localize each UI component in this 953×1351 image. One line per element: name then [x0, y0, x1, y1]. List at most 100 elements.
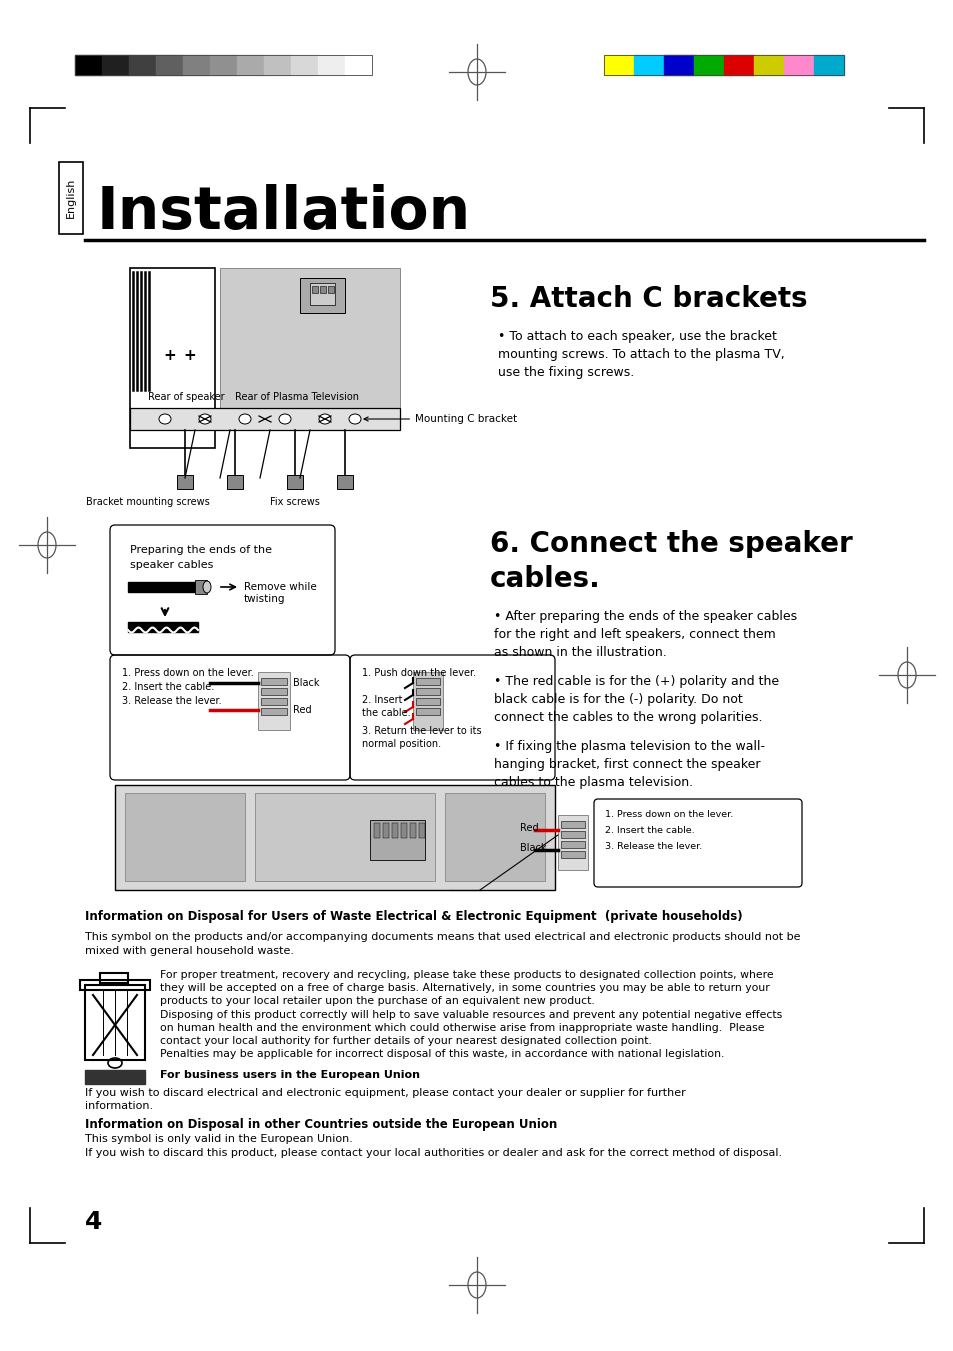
- Text: Remove while: Remove while: [244, 582, 316, 592]
- Bar: [410, 823, 416, 838]
- Bar: [210, 55, 236, 76]
- Text: 1. Push down the lever.: 1. Push down the lever.: [361, 667, 476, 678]
- Bar: [418, 823, 424, 838]
- Text: • To attach to each speaker, use the bracket
mounting screws. To attach to the p: • To attach to each speaker, use the bra…: [497, 330, 784, 380]
- Text: Rear of speaker: Rear of speaker: [148, 392, 224, 403]
- Text: 2. Insert: 2. Insert: [361, 694, 402, 705]
- Bar: [115, 785, 555, 890]
- Bar: [370, 820, 424, 861]
- Bar: [310, 282, 335, 305]
- Text: 3. Release the lever.: 3. Release the lever.: [122, 696, 221, 707]
- Text: Red: Red: [293, 705, 312, 715]
- Bar: [257, 671, 290, 730]
- Text: speaker cables: speaker cables: [130, 561, 213, 570]
- Text: Bracket mounting screws: Bracket mounting screws: [86, 497, 210, 507]
- Bar: [560, 842, 584, 848]
- Bar: [220, 267, 399, 428]
- Text: Black: Black: [519, 843, 546, 852]
- Bar: [345, 55, 372, 76]
- Bar: [558, 815, 587, 870]
- Ellipse shape: [239, 413, 251, 424]
- Ellipse shape: [159, 413, 171, 424]
- Ellipse shape: [318, 413, 331, 424]
- Bar: [125, 793, 245, 881]
- Text: Information on Disposal in other Countries outside the European Union: Information on Disposal in other Countri…: [85, 1119, 557, 1131]
- Text: • If fixing the plasma television to the wall-
hanging bracket, first connect th: • If fixing the plasma television to the…: [494, 740, 764, 789]
- Text: Preparing the ends of the: Preparing the ends of the: [130, 544, 272, 555]
- Bar: [85, 1070, 145, 1084]
- Bar: [413, 671, 442, 730]
- Text: Rear of Plasma Television: Rear of Plasma Television: [234, 392, 358, 403]
- Ellipse shape: [278, 413, 291, 424]
- Text: For business users in the European Union: For business users in the European Union: [160, 1070, 419, 1079]
- Bar: [328, 286, 334, 293]
- Bar: [312, 286, 317, 293]
- Bar: [416, 708, 439, 715]
- Text: normal position.: normal position.: [361, 739, 440, 748]
- Text: Black: Black: [293, 678, 319, 688]
- Bar: [416, 688, 439, 694]
- Bar: [693, 55, 723, 76]
- Bar: [603, 55, 843, 76]
- Bar: [317, 55, 345, 76]
- Bar: [261, 688, 287, 694]
- Text: 6. Connect the speaker
cables.: 6. Connect the speaker cables.: [490, 530, 852, 593]
- Text: Red: Red: [519, 823, 538, 834]
- Bar: [319, 286, 326, 293]
- Bar: [634, 55, 663, 76]
- Bar: [813, 55, 843, 76]
- Bar: [102, 55, 129, 76]
- Bar: [156, 55, 183, 76]
- Ellipse shape: [203, 581, 211, 593]
- Bar: [663, 55, 693, 76]
- Bar: [85, 985, 145, 1061]
- Text: 1. Press down on the lever.: 1. Press down on the lever.: [604, 811, 733, 819]
- Ellipse shape: [199, 413, 211, 424]
- Text: If you wish to discard electrical and electronic equipment, please contact your : If you wish to discard electrical and el…: [85, 1088, 685, 1112]
- Bar: [261, 678, 287, 685]
- Text: • After preparing the ends of the speaker cables
for the right and left speakers: • After preparing the ends of the speake…: [494, 611, 797, 659]
- Text: 2. Insert the cable.: 2. Insert the cable.: [122, 682, 214, 692]
- Text: If you wish to discard this product, please contact your local authorities or de: If you wish to discard this product, ple…: [85, 1148, 781, 1158]
- Text: 2. Insert the cable.: 2. Insert the cable.: [604, 825, 694, 835]
- Bar: [128, 621, 198, 632]
- Bar: [287, 476, 303, 489]
- Bar: [254, 793, 435, 881]
- Text: 5. Attach C brackets: 5. Attach C brackets: [490, 285, 807, 313]
- Bar: [264, 55, 291, 76]
- Text: Installation: Installation: [97, 185, 471, 242]
- Bar: [291, 55, 317, 76]
- Bar: [80, 979, 150, 990]
- Bar: [236, 55, 264, 76]
- Bar: [392, 823, 397, 838]
- Bar: [416, 698, 439, 705]
- Bar: [723, 55, 753, 76]
- Bar: [100, 973, 128, 984]
- Bar: [336, 476, 353, 489]
- Bar: [783, 55, 813, 76]
- Bar: [129, 55, 156, 76]
- Bar: [183, 55, 210, 76]
- Bar: [603, 55, 634, 76]
- Ellipse shape: [349, 413, 360, 424]
- Text: This symbol on the products and/or accompanying documents means that used electr: This symbol on the products and/or accom…: [85, 932, 800, 942]
- Bar: [130, 408, 399, 430]
- Text: +: +: [164, 347, 176, 362]
- Text: Fix screws: Fix screws: [270, 497, 319, 507]
- Bar: [374, 823, 379, 838]
- Text: 1. Press down on the lever.: 1. Press down on the lever.: [122, 667, 253, 678]
- Bar: [194, 580, 207, 594]
- Bar: [177, 476, 193, 489]
- Text: 3. Return the lever to its: 3. Return the lever to its: [361, 725, 481, 736]
- Text: Mounting C bracket: Mounting C bracket: [364, 413, 517, 424]
- Text: Information on Disposal for Users of Waste Electrical & Electronic Equipment  (p: Information on Disposal for Users of Was…: [85, 911, 741, 923]
- Bar: [753, 55, 783, 76]
- Text: mixed with general household waste.: mixed with general household waste.: [85, 946, 294, 957]
- Text: twisting: twisting: [244, 594, 285, 604]
- Bar: [416, 678, 439, 685]
- Bar: [560, 851, 584, 858]
- Bar: [382, 823, 389, 838]
- Text: For proper treatment, recovery and recycling, please take these products to desi: For proper treatment, recovery and recyc…: [160, 970, 781, 1059]
- Bar: [75, 55, 102, 76]
- Text: +: +: [183, 347, 196, 362]
